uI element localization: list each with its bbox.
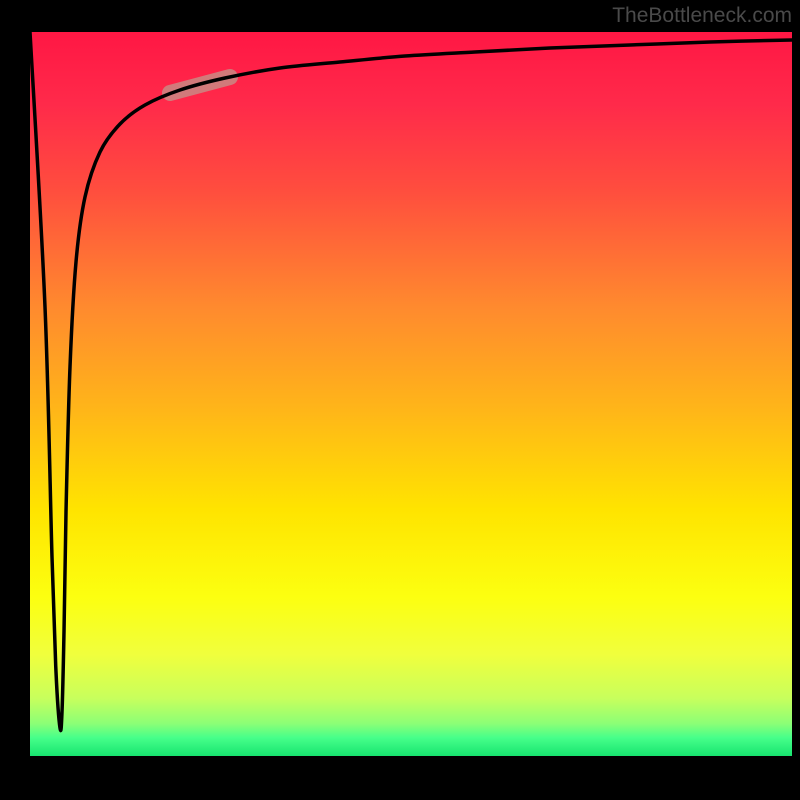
curve-layer [30, 32, 792, 756]
bottleneck-curve [30, 32, 792, 731]
plot-area [30, 32, 792, 756]
watermark-text: TheBottleneck.com [612, 4, 792, 28]
